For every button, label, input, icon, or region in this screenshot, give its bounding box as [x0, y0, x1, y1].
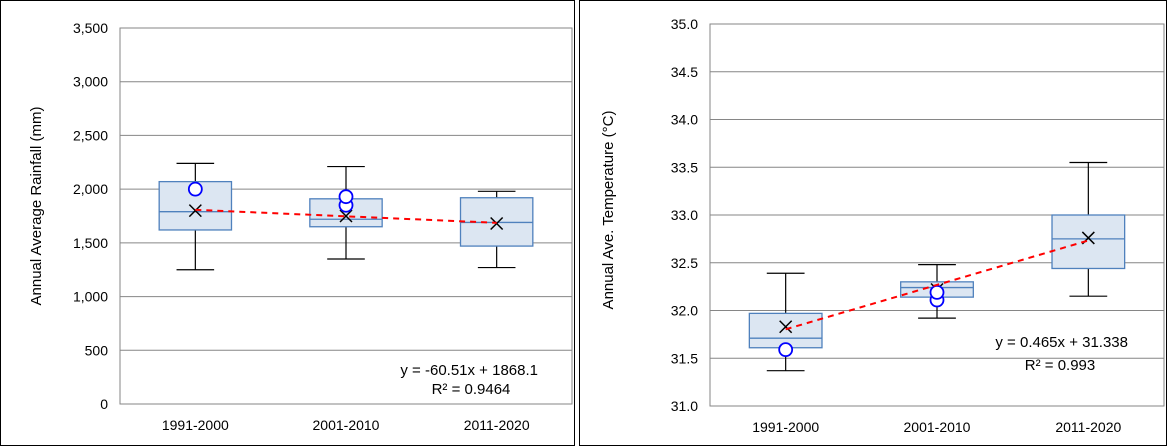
box-outlier-point [778, 342, 794, 358]
temperature-y-tick-label: 34.5 [671, 64, 698, 80]
box-mean-marker [779, 320, 793, 334]
rainfall-y-tick-label: 2,000 [73, 181, 108, 197]
box-iqr [748, 312, 823, 349]
rainfall-y-tick-label: 0 [100, 396, 108, 412]
box-iqr [1051, 214, 1126, 270]
temperature-box-2 [900, 264, 974, 319]
rainfall-x-tick-label: 2001-2010 [313, 417, 380, 433]
box-mean-marker [339, 209, 353, 223]
rainfall-y-tick-label: 1,500 [73, 235, 108, 251]
rainfall-trend-annotation: R² = 0.9464 [432, 381, 511, 398]
temperature-x-tick-label: 1991-2000 [752, 419, 819, 435]
rainfall-y-tick-label: 3,500 [73, 20, 108, 36]
rainfall-y-tick-label: 500 [85, 342, 109, 358]
temperature-trend-annotation: y = 0.465x + 31.338 [995, 334, 1128, 351]
box-outlier-point [187, 181, 203, 197]
temperature-x-tick-label: 2011-2020 [1055, 419, 1121, 435]
rainfall-chart-panel: 0 500 1,000 1,500 2,000 2,500 3,000 3,500 Annual… [0, 0, 575, 446]
temperature-y-tick-label: 35.0 [671, 16, 698, 32]
temperature-y-tick-label: 31.5 [671, 350, 698, 366]
temperature-y-tick-label: 31.0 [671, 398, 698, 414]
rainfall-box-2 [309, 165, 383, 260]
rainfall-y-tick-label: 2,500 [73, 127, 108, 143]
temperature-x-tick-label: 2001-2010 [904, 419, 971, 435]
box-mean-marker [490, 216, 504, 231]
temperature-y-tick-label: 33.5 [671, 159, 698, 175]
temperature-chart: 31.0 31.5 32.0 32.5 33.0 33.5 34.0 34.5 35.0 Annu… [600, 16, 1165, 435]
temperature-chart-panel: 31.0 31.5 32.0 32.5 33.0 33.5 34.0 34.5 35.0 Annu… [579, 0, 1167, 446]
rainfall-y-tick-label: 1,000 [73, 289, 108, 305]
temperature-plot-area [709, 23, 1165, 407]
temperature-box-1 [748, 272, 823, 372]
temperature-y-tick-label: 32.0 [671, 303, 698, 319]
rainfall-chart: 0 500 1,000 1,500 2,000 2,500 3,000 3,500 Annual… [28, 20, 573, 433]
rainfall-y-tick-label: 3,000 [73, 74, 108, 90]
box-outlier-point [929, 284, 945, 300]
rainfall-y-axis-label: Annual Average Rainfall (mm) [28, 107, 45, 306]
box-outlier-point [338, 189, 354, 205]
temperature-y-tick-label: 32.5 [671, 255, 698, 271]
rainfall-box-1 [158, 162, 233, 271]
temperature-box-3 [1051, 161, 1126, 297]
temperature-trend-annotation: R² = 0.993 [1025, 357, 1095, 374]
rainfall-x-tick-label: 2011-2020 [464, 417, 530, 433]
rainfall-trend-annotation: y = -60.51x + 1868.1 [400, 362, 538, 379]
temperature-y-tick-label: 33.0 [671, 207, 698, 223]
rainfall-box-3 [459, 190, 534, 269]
temperature-y-tick-label: 34.0 [671, 112, 698, 128]
rainfall-x-tick-label: 1991-2000 [162, 417, 229, 433]
temperature-y-axis-label: Annual Ave. Temperature (°C) [600, 111, 617, 310]
temperature-trendline [785, 239, 1089, 331]
rainfall-plot-area [119, 27, 573, 405]
